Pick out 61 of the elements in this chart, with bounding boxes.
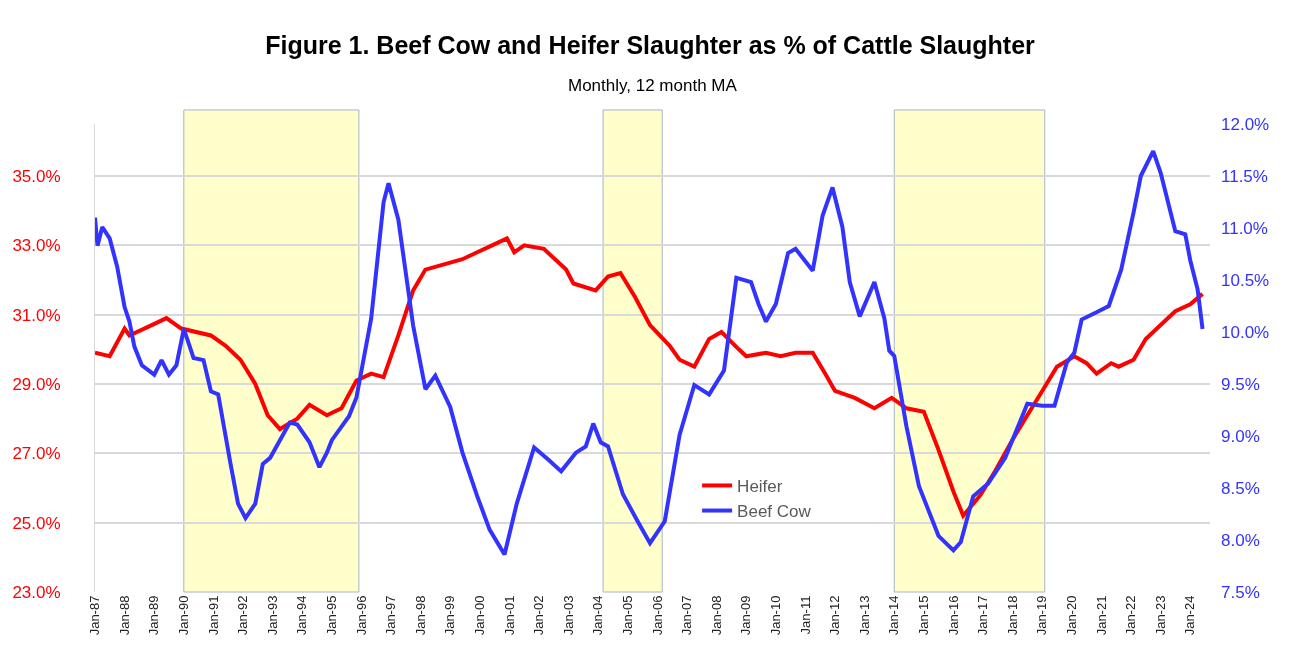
x-tick-label: Jan-93 (264, 595, 280, 636)
x-tick-label: Jan-98 (412, 595, 428, 636)
y-tick-label: 29.0% (12, 374, 61, 394)
y2-tick-label: 12.0% (1221, 114, 1270, 134)
x-tick-label: Jan-11 (797, 595, 813, 635)
line-series (95, 149, 1205, 557)
x-tick-label: Jan-90 (176, 595, 192, 636)
x-tick-label: Jan-19 (1034, 595, 1050, 636)
x-tick-label: Jan-05 (620, 595, 636, 636)
x-tick-label: Jan-12 (827, 595, 843, 636)
x-tick-label: Jan-01 (501, 595, 517, 636)
y2-tick-label: 11.0% (1221, 218, 1268, 238)
line-series (95, 236, 1205, 518)
x-tick-label: Jan-15 (916, 595, 932, 636)
x-tick-label: Jan-87 (87, 595, 103, 636)
legend-label: Heifer (737, 477, 783, 497)
x-tick-label: Jan-00 (472, 595, 488, 636)
y2-tick-label: 10.5% (1221, 270, 1270, 290)
x-tick-label: Jan-07 (679, 595, 695, 636)
x-tick-label: Jan-92 (235, 595, 251, 636)
y-tick-label: 27.0% (12, 444, 61, 464)
chart-title: Figure 1. Beef Cow and Heifer Slaughter as % of Cattle Slaughter (265, 31, 1036, 60)
y-tick-label: 25.0% (12, 513, 61, 533)
y2-tick-label: 9.0% (1221, 426, 1260, 446)
y2-tick-label: 8.0% (1221, 530, 1260, 550)
x-tick-label: Jan-94 (294, 595, 310, 636)
y2-tick-label: 9.5% (1221, 374, 1260, 394)
x-tick-label: Jan-24 (1182, 595, 1198, 636)
x-tick-label: Jan-20 (1064, 595, 1080, 636)
x-tick-label: Jan-13 (856, 595, 872, 636)
y2-tick-label: 11.5% (1221, 166, 1268, 186)
y-tick-label: 23.0% (12, 582, 61, 602)
x-tick-label: Jan-09 (738, 595, 754, 636)
y2-tick-label: 10.0% (1221, 322, 1270, 342)
x-tick-label: Jan-14 (886, 595, 902, 636)
x-tick-label: Jan-03 (560, 595, 576, 636)
x-tick-label: Jan-21 (1093, 595, 1109, 636)
x-tick-label: Jan-16 (945, 595, 961, 636)
x-tick-label: Jan-17 (975, 595, 991, 636)
x-tick-label: Jan-88 (116, 595, 132, 636)
x-tick-label: Jan-10 (768, 595, 784, 636)
x-tick-label: Jan-89 (146, 595, 162, 636)
x-tick-label: Jan-08 (708, 595, 724, 636)
y-tick-label: 35.0% (12, 166, 61, 186)
y2-tick-label: 8.5% (1221, 478, 1260, 498)
x-tick-label: Jan-18 (1004, 595, 1020, 636)
x-tick-label: Jan-96 (353, 595, 369, 636)
y2-tick-label: 7.5% (1221, 582, 1260, 602)
x-tick-label: Jan-23 (1152, 595, 1168, 636)
x-tick-label: Jan-06 (649, 595, 665, 636)
x-tick-label: Jan-91 (205, 595, 221, 636)
x-tick-label: Jan-95 (324, 595, 340, 636)
y-tick-label: 33.0% (12, 236, 61, 256)
y-tick-label: 31.0% (12, 305, 61, 325)
x-tick-label: Jan-02 (531, 595, 547, 636)
legend-label: Beef Cow (737, 502, 812, 522)
x-tick-label: Jan-22 (1123, 595, 1139, 636)
x-tick-label: Jan-99 (442, 595, 458, 636)
chart-subtitle: Monthly, 12 month MA (568, 76, 738, 95)
x-tick-label: Jan-04 (590, 595, 606, 636)
x-tick-label: Jan-97 (383, 595, 399, 636)
